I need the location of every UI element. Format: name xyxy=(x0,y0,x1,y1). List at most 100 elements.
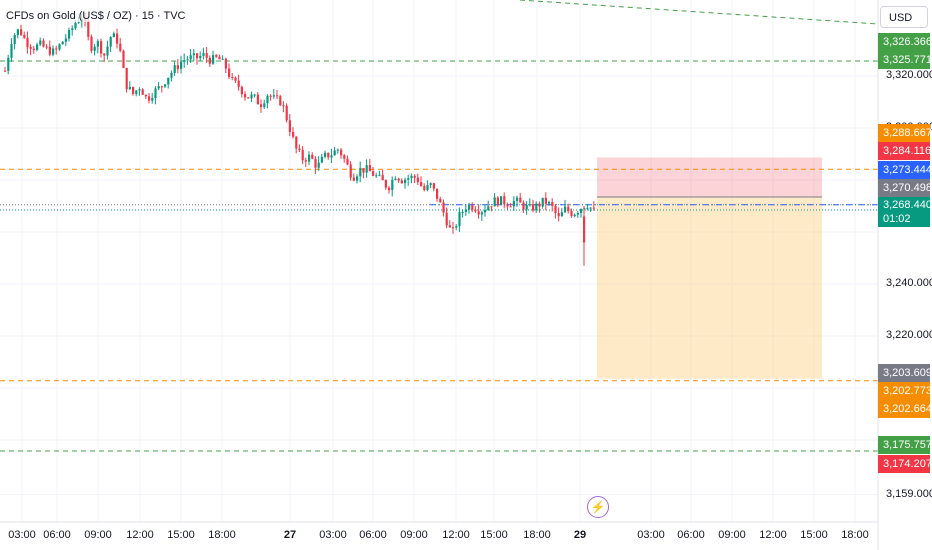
price-tag: 3,202.773 xyxy=(878,382,932,400)
candle-body xyxy=(23,34,26,38)
candle-body xyxy=(276,95,279,97)
candle-body xyxy=(404,179,407,184)
candle-body xyxy=(272,95,275,97)
time-axis-tick: 12:00 xyxy=(442,529,470,541)
candle-body xyxy=(282,105,285,107)
price-tag: 3,174.207 xyxy=(878,455,932,473)
time-axis-tick: 09:00 xyxy=(400,529,428,541)
candle-body xyxy=(333,150,336,156)
candle-body xyxy=(442,202,445,213)
chart-grid xyxy=(0,0,878,522)
candle-body xyxy=(445,212,448,226)
price-tag: 3,288.667 xyxy=(878,124,932,142)
candle-body xyxy=(144,94,147,97)
candle-body xyxy=(160,86,163,88)
candle-body xyxy=(416,177,419,183)
candle-body xyxy=(292,131,295,137)
price-tag: 3,326.366 xyxy=(878,33,932,51)
time-axis-tick: 15:00 xyxy=(480,529,508,541)
candle-body xyxy=(68,29,71,39)
candle-body xyxy=(426,185,429,190)
candle-body xyxy=(77,21,80,23)
symbol-title[interactable]: CFDs on Gold (US$ / OZ) · 15 · TVC xyxy=(6,10,186,22)
candle-body xyxy=(39,40,42,45)
take-profit-zone[interactable] xyxy=(597,197,822,379)
candle-body xyxy=(480,212,483,215)
time-axis-tick: 18:00 xyxy=(841,529,869,541)
candle-body xyxy=(103,53,106,56)
candle-body xyxy=(157,86,160,89)
price-tag-label: 3,270.498 xyxy=(883,182,932,194)
time-axis-tick: 27 xyxy=(283,529,297,541)
candle-body xyxy=(349,164,352,178)
stop-loss-zone[interactable] xyxy=(597,157,822,198)
trend-line[interactable] xyxy=(519,0,879,25)
candle-body xyxy=(340,149,343,156)
candle-body xyxy=(362,168,365,173)
candle-body xyxy=(522,202,525,210)
candle-body xyxy=(183,60,186,62)
candle-body xyxy=(503,196,506,205)
candle-body xyxy=(199,55,202,59)
candle-body xyxy=(592,207,595,209)
candle-body xyxy=(317,162,320,168)
candle-body xyxy=(439,198,442,203)
price-tag: 3,202.664 xyxy=(878,400,932,418)
candle-body xyxy=(548,201,551,204)
price-tag-label: 3,288.667 xyxy=(883,127,932,139)
candle-body xyxy=(420,182,423,187)
candle-body xyxy=(324,152,327,157)
candle-body xyxy=(125,67,128,90)
candle-body xyxy=(132,86,135,94)
candle-body xyxy=(372,171,375,176)
candle-body xyxy=(346,158,349,165)
candle-body xyxy=(564,206,567,213)
candle-body xyxy=(192,53,195,56)
candle-body xyxy=(541,197,544,207)
candle-body xyxy=(493,197,496,207)
candle-body xyxy=(164,84,167,87)
candle-body xyxy=(16,29,19,36)
candle-body xyxy=(26,37,29,48)
candle-body xyxy=(250,94,253,99)
candle-body xyxy=(109,37,112,47)
candle-body xyxy=(384,180,387,188)
candle-body xyxy=(381,174,384,181)
candle-body xyxy=(4,70,7,72)
candle-body xyxy=(20,29,23,35)
candle-body xyxy=(58,44,61,50)
price-tag-label: 3,174.207 xyxy=(883,458,932,470)
currency-button[interactable]: USD xyxy=(880,6,928,28)
candle-body xyxy=(528,204,531,206)
candle-body xyxy=(474,209,477,212)
candle-body xyxy=(29,47,32,49)
candle-body xyxy=(215,55,218,57)
candle-body xyxy=(42,40,45,47)
candle-body xyxy=(170,72,173,78)
candle-body xyxy=(436,188,439,199)
candle-body xyxy=(234,77,237,81)
candle-body xyxy=(151,98,154,101)
candle-body xyxy=(87,20,90,37)
candle-body xyxy=(64,38,67,42)
candle-body xyxy=(173,65,176,73)
candle-body xyxy=(544,197,547,204)
price-tag: 3,325.771 xyxy=(878,51,932,69)
candle-body xyxy=(378,174,381,176)
candle-body xyxy=(167,77,170,85)
candle-body xyxy=(458,212,461,227)
candle-body xyxy=(413,175,416,178)
candle-body xyxy=(452,227,455,229)
candle-body xyxy=(202,53,205,56)
candle-body xyxy=(36,44,39,51)
candle-body xyxy=(106,46,109,56)
time-axis-tick: 12:00 xyxy=(759,529,787,541)
candle-body xyxy=(400,180,403,184)
candle-body xyxy=(266,95,269,104)
candle-body xyxy=(388,187,391,191)
lightning-icon[interactable]: ⚡ xyxy=(587,496,609,518)
candle-body xyxy=(45,46,48,48)
candle-body xyxy=(375,175,378,177)
candle-body xyxy=(240,86,243,95)
